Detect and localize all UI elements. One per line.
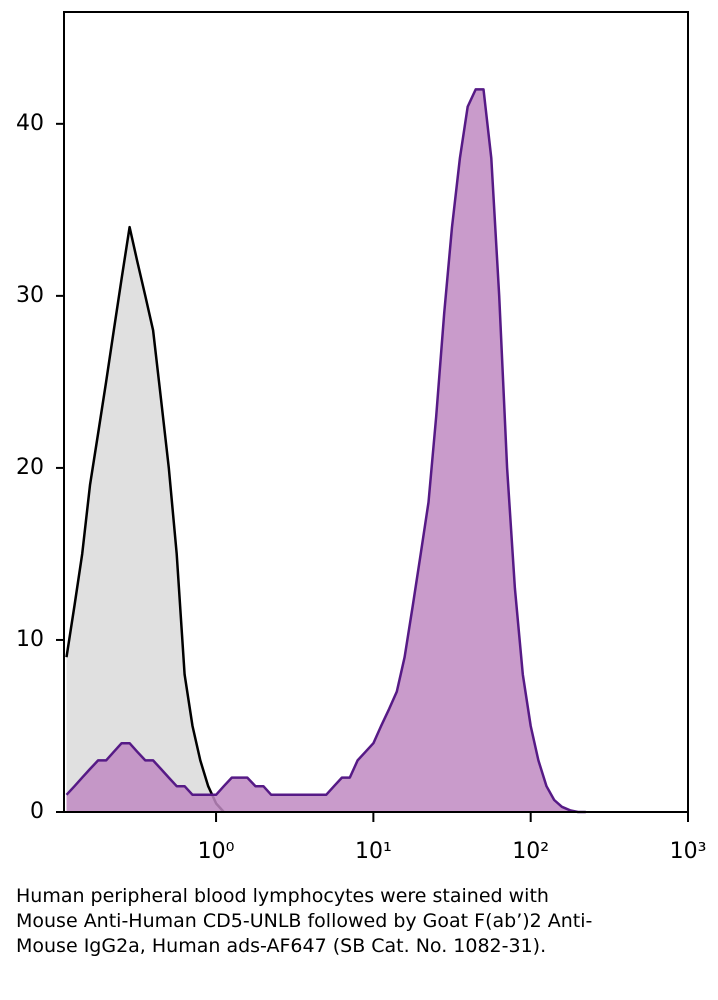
y-tick-label: 0 <box>30 799 44 824</box>
histogram-area <box>66 89 586 812</box>
plot-frame <box>63 11 689 813</box>
x-tick-label: 10³ <box>670 839 707 864</box>
histogram-area <box>66 227 224 813</box>
x-tick-label: 10⁰ <box>198 839 235 864</box>
y-tick-label: 30 <box>16 283 44 308</box>
y-tick-label: 10 <box>16 627 44 652</box>
chart: 0 10 20 30 40 10⁰ 10¹ 10² 10³ <box>16 11 707 864</box>
y-tick-label: 20 <box>16 455 44 480</box>
y-tick-label: 40 <box>16 111 44 136</box>
x-tick-label: 10² <box>512 839 549 864</box>
x-tick-label: 10¹ <box>355 839 392 864</box>
histogram-line <box>65 225 225 813</box>
histogram-line <box>65 88 586 814</box>
caption: Human peripheral blood lymphocytes were … <box>16 885 593 957</box>
